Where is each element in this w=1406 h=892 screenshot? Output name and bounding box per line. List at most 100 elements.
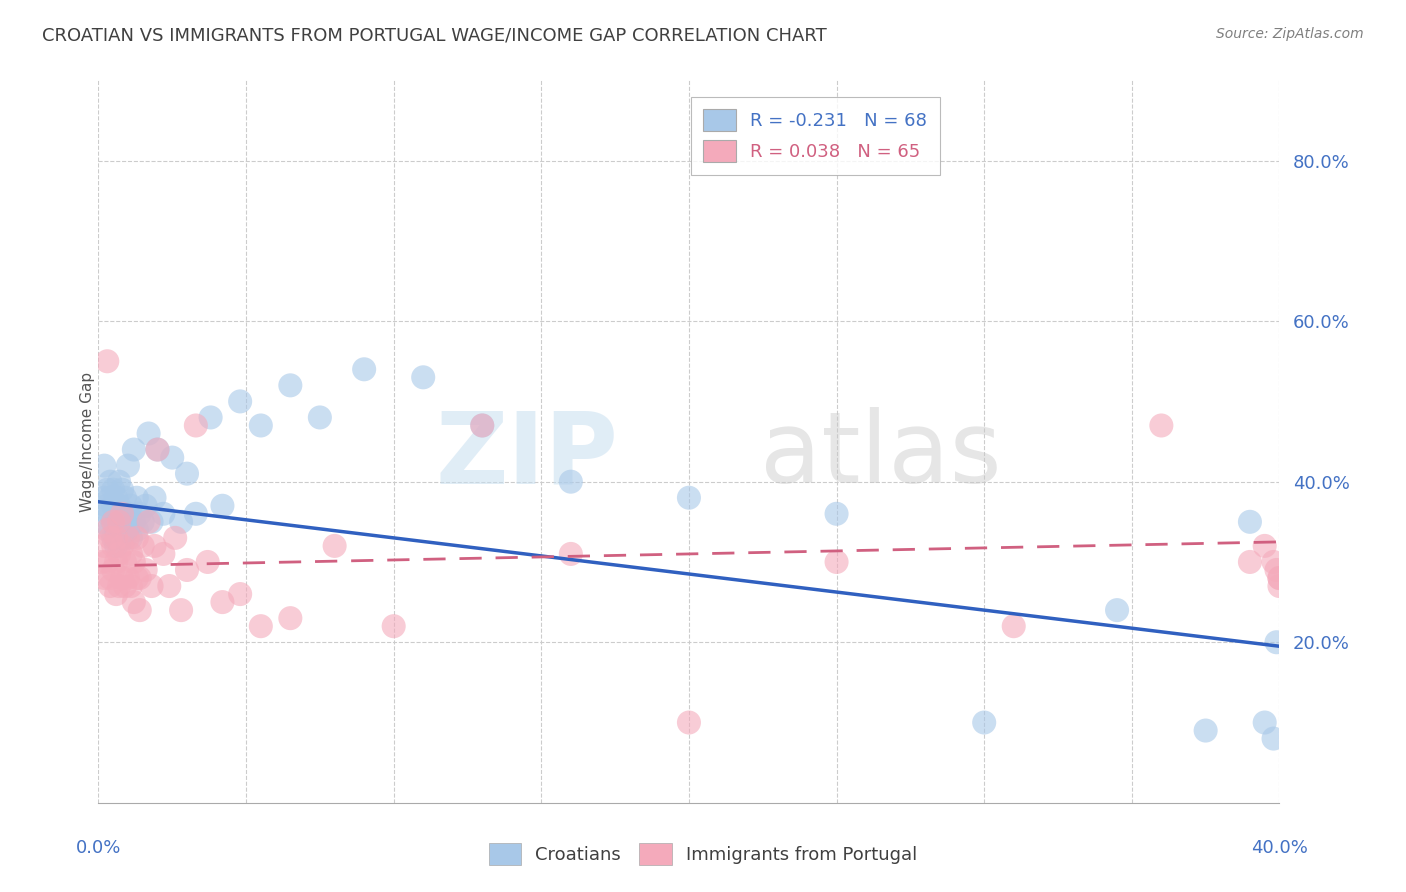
Point — [280, 611, 302, 625]
Point — [105, 539, 128, 553]
Point — [103, 531, 125, 545]
Text: ZIP: ZIP — [436, 408, 619, 505]
Point — [96, 523, 118, 537]
Point — [125, 523, 148, 537]
Point — [138, 515, 160, 529]
Point — [98, 507, 121, 521]
Point — [1268, 571, 1291, 585]
Point — [105, 555, 128, 569]
Point — [353, 362, 375, 376]
Point — [120, 547, 142, 561]
Point — [125, 491, 148, 505]
Point — [170, 603, 193, 617]
Point — [162, 450, 183, 465]
Point — [211, 499, 233, 513]
Point — [111, 483, 134, 497]
Point — [96, 499, 118, 513]
Point — [114, 515, 136, 529]
Point — [105, 531, 128, 545]
Point — [122, 515, 145, 529]
Point — [111, 507, 134, 521]
Point — [114, 579, 136, 593]
Point — [117, 571, 139, 585]
Point — [1150, 418, 1173, 433]
Point — [560, 547, 582, 561]
Point — [108, 515, 131, 529]
Point — [108, 547, 131, 561]
Point — [678, 715, 700, 730]
Point — [125, 531, 148, 545]
Point — [93, 571, 115, 585]
Point — [93, 539, 115, 553]
Point — [1239, 515, 1261, 529]
Point — [1265, 563, 1288, 577]
Point — [229, 394, 252, 409]
Point — [825, 555, 848, 569]
Point — [184, 507, 207, 521]
Point — [98, 579, 121, 593]
Point — [90, 515, 112, 529]
Point — [117, 507, 139, 521]
Point — [1195, 723, 1218, 738]
Point — [108, 515, 131, 529]
Point — [412, 370, 434, 384]
Point — [1239, 555, 1261, 569]
Legend: R = -0.231   N = 68, R = 0.038   N = 65: R = -0.231 N = 68, R = 0.038 N = 65 — [690, 96, 939, 175]
Point — [108, 531, 131, 545]
Point — [1268, 579, 1291, 593]
Point — [105, 507, 128, 521]
Text: atlas: atlas — [759, 408, 1001, 505]
Point — [103, 515, 125, 529]
Point — [111, 539, 134, 553]
Point — [141, 515, 163, 529]
Point — [152, 547, 174, 561]
Point — [122, 595, 145, 609]
Point — [176, 467, 198, 481]
Point — [138, 426, 160, 441]
Point — [152, 507, 174, 521]
Point — [114, 531, 136, 545]
Point — [141, 579, 163, 593]
Point — [111, 571, 134, 585]
Point — [128, 507, 150, 521]
Point — [98, 571, 121, 585]
Point — [309, 410, 332, 425]
Point — [229, 587, 252, 601]
Point — [323, 539, 346, 553]
Point — [973, 715, 995, 730]
Point — [184, 418, 207, 433]
Point — [103, 483, 125, 497]
Point — [165, 531, 187, 545]
Point — [135, 563, 157, 577]
Point — [103, 499, 125, 513]
Point — [678, 491, 700, 505]
Point — [114, 491, 136, 505]
Point — [98, 531, 121, 545]
Point — [111, 523, 134, 537]
Point — [143, 491, 166, 505]
Point — [146, 442, 169, 457]
Point — [135, 499, 157, 513]
Point — [108, 499, 131, 513]
Point — [122, 442, 145, 457]
Point — [382, 619, 405, 633]
Point — [120, 579, 142, 593]
Point — [105, 523, 128, 537]
Point — [1002, 619, 1025, 633]
Point — [128, 571, 150, 585]
Text: CROATIAN VS IMMIGRANTS FROM PORTUGAL WAGE/INCOME GAP CORRELATION CHART: CROATIAN VS IMMIGRANTS FROM PORTUGAL WAG… — [42, 27, 827, 45]
Point — [1263, 555, 1285, 569]
Point — [176, 563, 198, 577]
Point — [211, 595, 233, 609]
Legend: Croatians, Immigrants from Portugal: Croatians, Immigrants from Portugal — [479, 834, 927, 874]
Point — [111, 507, 134, 521]
Point — [108, 579, 131, 593]
Point — [117, 523, 139, 537]
Point — [108, 475, 131, 489]
Y-axis label: Wage/Income Gap: Wage/Income Gap — [80, 371, 94, 512]
Point — [96, 507, 118, 521]
Text: 0.0%: 0.0% — [76, 839, 121, 857]
Point — [1254, 715, 1277, 730]
Point — [105, 587, 128, 601]
Point — [132, 515, 155, 529]
